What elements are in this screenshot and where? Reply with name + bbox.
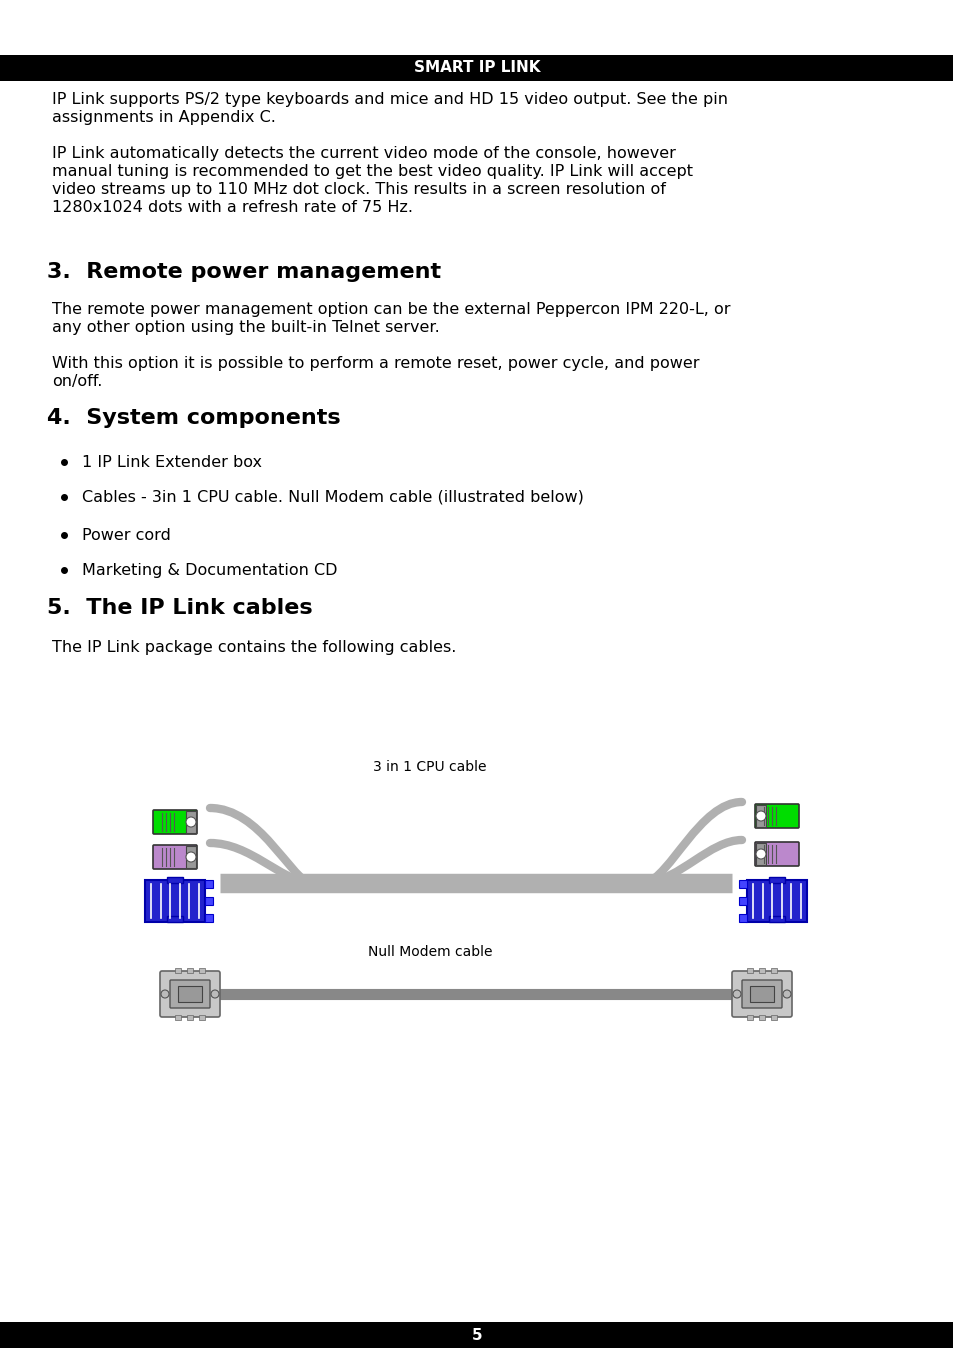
Text: Null Modem cable: Null Modem cable	[367, 945, 492, 959]
Bar	[768, 917, 784, 922]
Text: 1 IP Link Extender box: 1 IP Link Extender box	[82, 456, 262, 470]
Text: The remote power management option can be the external Peppercon IPM 220-L, or: The remote power management option can b…	[52, 301, 730, 316]
Text: Power cord: Power cord	[82, 529, 171, 544]
Bar	[174, 968, 181, 973]
Bar	[759, 968, 764, 973]
FancyBboxPatch shape	[145, 880, 205, 922]
FancyBboxPatch shape	[741, 980, 781, 1009]
Bar	[186, 846, 195, 868]
Bar	[0, 55, 953, 81]
Text: 1280x1024 dots with a refresh rate of 75 Hz.: 1280x1024 dots with a refresh rate of 75…	[52, 200, 413, 215]
Circle shape	[732, 990, 740, 998]
Circle shape	[755, 811, 765, 821]
Bar	[205, 896, 213, 904]
Bar	[199, 968, 205, 973]
Bar	[174, 1015, 181, 1019]
Text: 3.  Remote power management: 3. Remote power management	[47, 262, 440, 283]
Text: video streams up to 110 MHz dot clock. This results in a screen resolution of: video streams up to 110 MHz dot clock. T…	[52, 183, 665, 197]
Bar	[755, 804, 765, 827]
Text: 5.  The IP Link cables: 5. The IP Link cables	[47, 598, 313, 618]
Bar	[746, 968, 752, 973]
Text: 5: 5	[471, 1328, 482, 1343]
Circle shape	[186, 852, 195, 863]
Bar	[205, 914, 213, 922]
Circle shape	[186, 817, 195, 827]
Text: IP Link supports PS/2 type keyboards and mice and HD 15 video output. See the pi: IP Link supports PS/2 type keyboards and…	[52, 92, 727, 107]
Bar	[746, 1015, 752, 1019]
Text: Marketing & Documentation CD: Marketing & Documentation CD	[82, 562, 337, 579]
Text: 4.  System components: 4. System components	[47, 408, 340, 429]
FancyBboxPatch shape	[754, 842, 799, 867]
Bar	[187, 968, 193, 973]
Bar	[770, 968, 776, 973]
Text: IP Link automatically detects the current video mode of the console, however: IP Link automatically detects the curren…	[52, 146, 675, 161]
FancyBboxPatch shape	[152, 810, 196, 834]
FancyBboxPatch shape	[160, 971, 220, 1017]
Bar	[749, 986, 773, 1002]
Text: With this option it is possible to perform a remote reset, power cycle, and powe: With this option it is possible to perfo…	[52, 356, 699, 370]
Circle shape	[161, 990, 169, 998]
Bar	[739, 914, 746, 922]
Bar	[739, 896, 746, 904]
FancyBboxPatch shape	[746, 880, 806, 922]
Bar	[768, 877, 784, 883]
Text: 3 in 1 CPU cable: 3 in 1 CPU cable	[373, 760, 486, 773]
Text: any other option using the built-in Telnet server.: any other option using the built-in Teln…	[52, 320, 439, 335]
Text: The IP Link package contains the following cables.: The IP Link package contains the followi…	[52, 639, 456, 654]
Bar	[186, 811, 195, 833]
Circle shape	[755, 849, 765, 859]
Bar	[759, 1015, 764, 1019]
Bar	[199, 1015, 205, 1019]
Bar	[187, 1015, 193, 1019]
FancyBboxPatch shape	[170, 980, 210, 1009]
Bar	[755, 844, 765, 865]
Bar	[167, 877, 183, 883]
FancyBboxPatch shape	[754, 804, 799, 827]
Bar	[739, 880, 746, 888]
Bar	[205, 880, 213, 888]
Bar	[0, 1322, 953, 1348]
FancyBboxPatch shape	[152, 845, 196, 869]
Text: SMART IP LINK: SMART IP LINK	[414, 61, 539, 76]
FancyBboxPatch shape	[731, 971, 791, 1017]
Circle shape	[782, 990, 790, 998]
Text: on/off.: on/off.	[52, 375, 102, 389]
Bar	[167, 917, 183, 922]
Text: Cables - 3in 1 CPU cable. Null Modem cable (illustrated below): Cables - 3in 1 CPU cable. Null Modem cab…	[82, 489, 583, 506]
Text: assignments in Appendix C.: assignments in Appendix C.	[52, 110, 275, 124]
Text: manual tuning is recommended to get the best video quality. IP Link will accept: manual tuning is recommended to get the …	[52, 164, 692, 178]
Bar	[178, 986, 202, 1002]
Circle shape	[211, 990, 219, 998]
Bar	[770, 1015, 776, 1019]
